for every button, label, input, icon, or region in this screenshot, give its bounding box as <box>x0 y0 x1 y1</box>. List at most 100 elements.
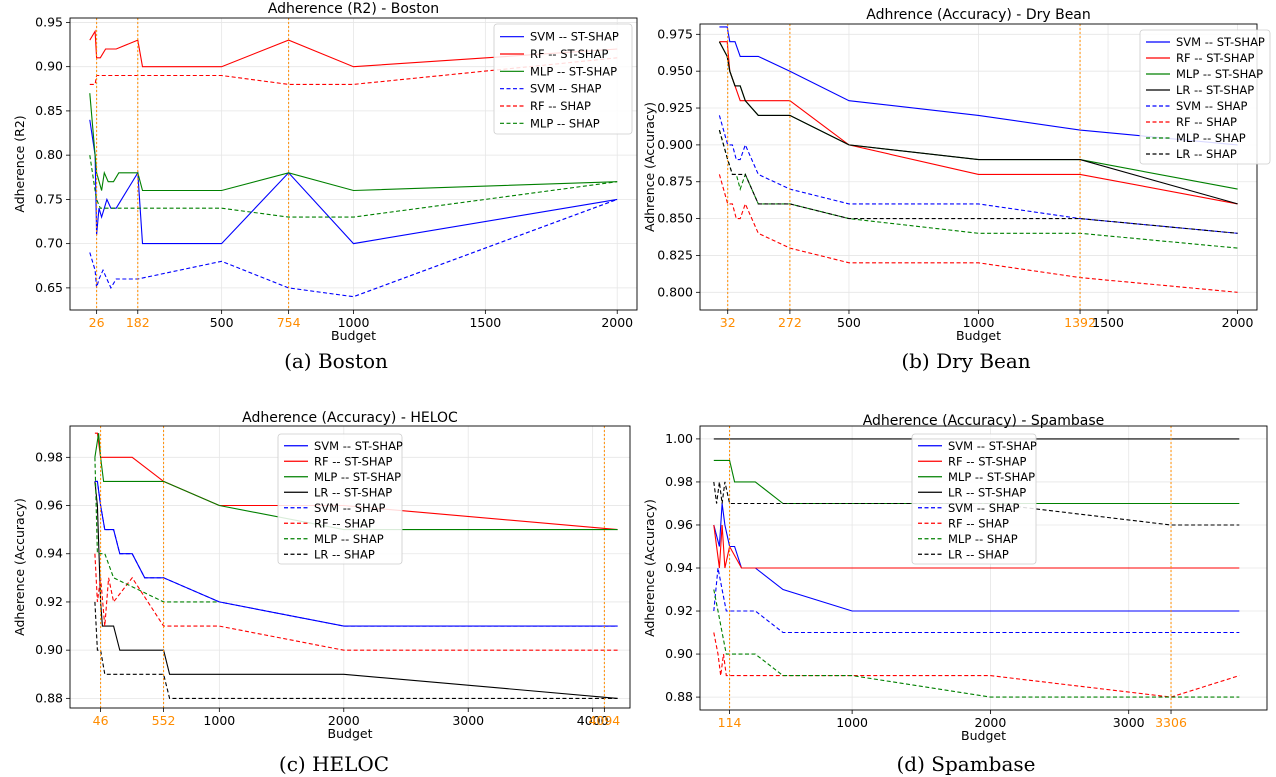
x-tick-label: 500 <box>210 315 234 330</box>
y-tick-label: 0.95 <box>35 14 63 29</box>
plot-frame <box>69 425 631 709</box>
y-tick-label: 0.800 <box>657 284 693 299</box>
legend-entry: SVM -- SHAP <box>1176 99 1248 113</box>
y-tick-label: 0.80 <box>35 147 63 162</box>
x-tick-label: 4094 <box>588 713 620 728</box>
x-tick-label: 1000 <box>203 713 235 728</box>
y-axis-label: Adherence (Accuracy) <box>642 499 657 637</box>
y-tick-label: 0.850 <box>657 211 693 226</box>
legend-entry: RF -- ST-SHAP <box>1176 51 1254 65</box>
x-tick-label: 26 <box>89 315 105 330</box>
legend-entry: RF -- SHAP <box>530 99 591 113</box>
series-line-svm-shap <box>713 567 1240 634</box>
y-tick-label: 0.94 <box>665 560 693 575</box>
series-line-lr-st-shap <box>94 481 618 699</box>
x-tick-label: 3306 <box>1155 715 1187 730</box>
legend-entry: LR -- ST-SHAP <box>1176 83 1254 97</box>
legend-entry: LR -- ST-SHAP <box>948 485 1026 499</box>
series-line-lr-shap <box>718 129 1238 234</box>
x-tick-label: 1392 <box>1064 315 1096 330</box>
x-axis-label: Budget <box>961 728 1006 743</box>
y-tick-label: 0.70 <box>35 236 63 251</box>
y-tick-label: 0.900 <box>657 137 693 152</box>
y-tick-label: 0.98 <box>665 474 693 489</box>
legend-entry: RF -- SHAP <box>948 516 1009 530</box>
series-line-mlp-shap <box>718 129 1238 249</box>
x-tick-label: 1500 <box>1092 315 1124 330</box>
x-tick-label: 32 <box>720 315 736 330</box>
legend-entry: MLP -- ST-SHAP <box>530 64 617 78</box>
legend-entry: SVM -- ST-SHAP <box>948 439 1037 453</box>
series-line-mlp-shap <box>94 457 220 603</box>
chart-title: Adherence (Accuracy) - Spambase <box>863 413 1105 429</box>
x-axis-label: Budget <box>328 726 373 741</box>
y-tick-label: 0.825 <box>657 247 693 262</box>
chart-title: Adherence (R2) - Boston <box>268 1 439 17</box>
x-tick-label: 3000 <box>452 713 484 728</box>
series-line-rf-shap <box>89 57 618 85</box>
legend-entry: MLP -- SHAP <box>948 532 1018 546</box>
x-axis-label: Budget <box>956 328 1001 343</box>
series-line-lr-st-shap <box>718 41 1238 205</box>
y-tick-label: 0.94 <box>35 546 63 561</box>
y-tick-label: 0.85 <box>35 103 63 118</box>
legend-entry: MLP -- SHAP <box>530 116 600 130</box>
legend-entry: MLP -- SHAP <box>314 532 384 546</box>
y-tick-label: 0.90 <box>35 59 63 74</box>
x-tick-label: 1000 <box>963 315 995 330</box>
legend-entry: RF -- ST-SHAP <box>530 47 608 61</box>
figure-caption: (a) Boston <box>284 349 388 373</box>
y-tick-label: 0.92 <box>665 603 693 618</box>
series-line-rf-shap <box>94 553 618 651</box>
x-tick-label: 2000 <box>328 713 360 728</box>
legend-entry: LR -- SHAP <box>314 547 375 561</box>
y-tick-label: 0.96 <box>35 498 63 513</box>
series-line-mlp-shap <box>713 589 1240 698</box>
x-tick-label: 46 <box>93 713 109 728</box>
x-tick-label: 1000 <box>338 315 370 330</box>
y-axis-label: Adhrence (Accuracy) <box>642 102 657 232</box>
y-tick-label: 0.90 <box>35 642 63 657</box>
x-tick-label: 754 <box>277 315 301 330</box>
legend-entry: RF -- SHAP <box>314 516 375 530</box>
series-line-svm-st-shap <box>719 26 1238 146</box>
y-tick-label: 0.75 <box>35 191 63 206</box>
legend-entry: SVM -- ST-SHAP <box>314 439 403 453</box>
series-line-lr-shap <box>94 601 618 699</box>
y-tick-label: 0.90 <box>665 646 693 661</box>
x-tick-label: 552 <box>152 713 176 728</box>
y-tick-label: 0.925 <box>657 100 693 115</box>
y-axis-label: Adherence (Accuracy) <box>12 498 27 636</box>
legend-entry: MLP -- SHAP <box>1176 131 1246 145</box>
x-tick-label: 4000 <box>577 713 609 728</box>
y-tick-label: 0.875 <box>657 174 693 189</box>
legend-box <box>1139 29 1271 165</box>
legend-entry: SVM -- ST-SHAP <box>1176 35 1265 49</box>
legend-entry: RF -- SHAP <box>1176 115 1237 129</box>
y-tick-label: 0.88 <box>665 689 693 704</box>
chart-panel-1: 26 182 500 754 1000 1500 2000 0.65 0.70 0.75 0.80 0… <box>12 1 638 373</box>
x-tick-label: 2000 <box>601 315 633 330</box>
y-tick-label: 0.65 <box>35 280 63 295</box>
legend-entry: MLP -- ST-SHAP <box>314 470 401 484</box>
legend-box <box>277 433 403 565</box>
figure-caption: (c) HELOC <box>279 752 389 776</box>
figure-caption: (d) Spambase <box>897 752 1036 776</box>
chart-title: Adhrence (Accuracy) - Dry Bean <box>866 7 1091 23</box>
y-tick-label: 0.96 <box>665 517 693 532</box>
x-tick-label: 2000 <box>975 715 1007 730</box>
y-tick-label: 0.950 <box>657 63 693 78</box>
series-line-rf-shap <box>718 174 1238 293</box>
legend-entry: LR -- SHAP <box>1176 147 1237 161</box>
chart-panel-4: 114 1000 2000 3000 3306 0.88 0.90 0.92 0.94 0.96 0… <box>642 413 1268 776</box>
series-line-svm-st-shap <box>89 119 618 245</box>
figure-caption: (b) Dry Bean <box>901 349 1030 373</box>
legend-entry: SVM -- SHAP <box>948 501 1020 515</box>
y-tick-label: 1.00 <box>665 431 693 446</box>
